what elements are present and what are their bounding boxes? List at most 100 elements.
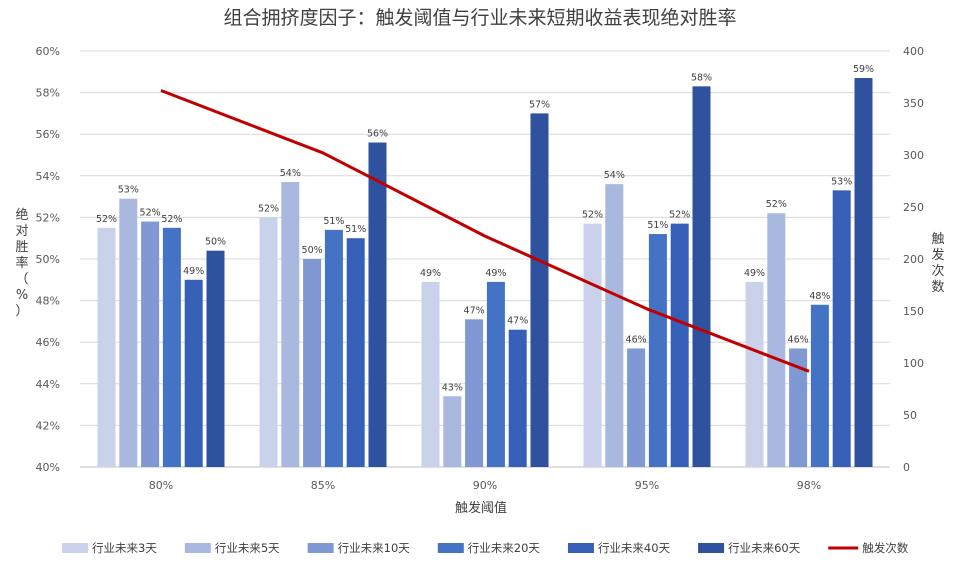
bar-data-label: 53% [831,176,852,187]
legend-swatch [307,543,334,553]
data-labels: 52%53%52%52%49%50%52%54%50%51%51%56%49%4… [96,64,874,393]
bar [281,182,300,468]
x-tick-label: 90% [473,479,497,492]
legend-label: 行业未来5天 [215,541,280,555]
bar [692,86,711,468]
x-axis-title: 触发阈值 [455,500,507,516]
bar [605,184,624,467]
bar-data-label: 49% [183,266,204,277]
y-tick-label: 52% [36,211,60,224]
bar [303,259,322,467]
y2-tick-label: 200 [903,253,924,266]
legend-swatch [437,543,464,553]
y-tick-label: 44% [36,378,60,391]
y-tick-label: 58% [36,87,60,100]
legend-label: 触发次数 [862,541,908,555]
bar [421,281,440,467]
bar-data-label: 57% [529,99,550,110]
bar-data-label: 47% [507,316,528,327]
bar [206,250,225,467]
bar [465,319,484,467]
bar [854,78,873,467]
bar-data-label: 54% [280,168,301,179]
bar [789,348,808,467]
bar-data-label: 50% [302,245,323,256]
x-tick-label: 95% [635,479,659,492]
y2-tick-label: 250 [903,201,924,214]
y2-tick-label: 0 [903,461,910,474]
bar [141,221,160,467]
bar-data-label: 49% [485,268,506,279]
chart-title: 组合拥挤度因子：触发阈值与行业未来短期收益表现绝对胜率 [223,7,736,29]
y2-tick-label: 50 [903,409,917,422]
y-tick-label: 60% [36,45,60,58]
bar [346,238,365,467]
bar-data-label: 50% [205,237,226,248]
bar-data-label: 51% [647,220,668,231]
bar-data-label: 56% [367,129,388,140]
bar [324,229,343,467]
legend-label: 行业未来40天 [598,541,671,555]
bar [627,348,646,467]
y2-tick-label: 150 [903,305,924,318]
y2-tick-label: 400 [903,45,924,58]
y-tick-label: 42% [36,419,60,432]
y2-tick-label: 300 [903,149,924,162]
bar [648,234,667,467]
bar [162,227,181,467]
bar-data-label: 46% [788,334,809,345]
legend-swatch [184,543,211,553]
bar-data-label: 54% [604,170,625,181]
bar [670,223,689,467]
bar-data-label: 47% [464,305,485,316]
bar-data-label: 52% [669,210,690,221]
bar-data-label: 52% [258,203,279,214]
bar [508,329,527,467]
trigger-count-line-layer [160,89,810,373]
legend-swatch [698,543,725,553]
bar [97,227,116,467]
y2-tick-label: 350 [903,97,924,110]
legend-swatch [567,543,594,553]
bar [486,281,505,467]
y2-tick-label: 100 [903,357,924,370]
bar [810,304,829,467]
bars [97,78,873,468]
axes: 40% 42% 44% 46% 48% 50% 52% 54% 56% 58% 60% 0 50 100 1… [36,45,924,492]
bar [443,396,462,467]
bar [767,213,786,467]
bar-data-label: 51% [345,224,366,235]
bar [119,198,138,467]
bar-data-label: 46% [626,334,647,345]
bar-data-label: 51% [323,216,344,227]
bar-data-label: 49% [420,268,441,279]
y-tick-label: 40% [36,461,60,474]
legend-label: 行业未来3天 [92,541,157,555]
legend: 行业未来3天 行业未来5天 行业未来10天 行业未来20天 行业未来40天 行业未来60天… [62,541,909,555]
bar-data-label: 48% [809,291,830,302]
x-tick-label: 85% [311,479,335,492]
y-tick-label: 54% [36,170,60,183]
y-tick-label: 48% [36,295,60,308]
legend-label: 行业未来10天 [338,541,411,555]
bar-data-label: 43% [442,382,463,393]
legend-label: 行业未来20天 [468,541,541,555]
bar [832,190,851,468]
legend-swatch [62,543,88,553]
bar-data-label: 52% [161,214,182,225]
x-tick-label: 80% [149,479,173,492]
y-tick-label: 46% [36,336,60,349]
y-tick-label: 56% [36,128,60,141]
bar-data-label: 52% [96,214,117,225]
bar-data-label: 52% [582,210,603,221]
y-axis-title: 绝对胜率（%） [15,207,28,319]
bar [745,281,764,467]
y2-axis-title: 触发次数 [931,232,944,295]
trigger-count-line [160,89,810,373]
bar [259,217,278,467]
bar-data-label: 58% [691,72,712,83]
bar [184,279,203,467]
legend-label: 行业未来60天 [728,541,801,555]
